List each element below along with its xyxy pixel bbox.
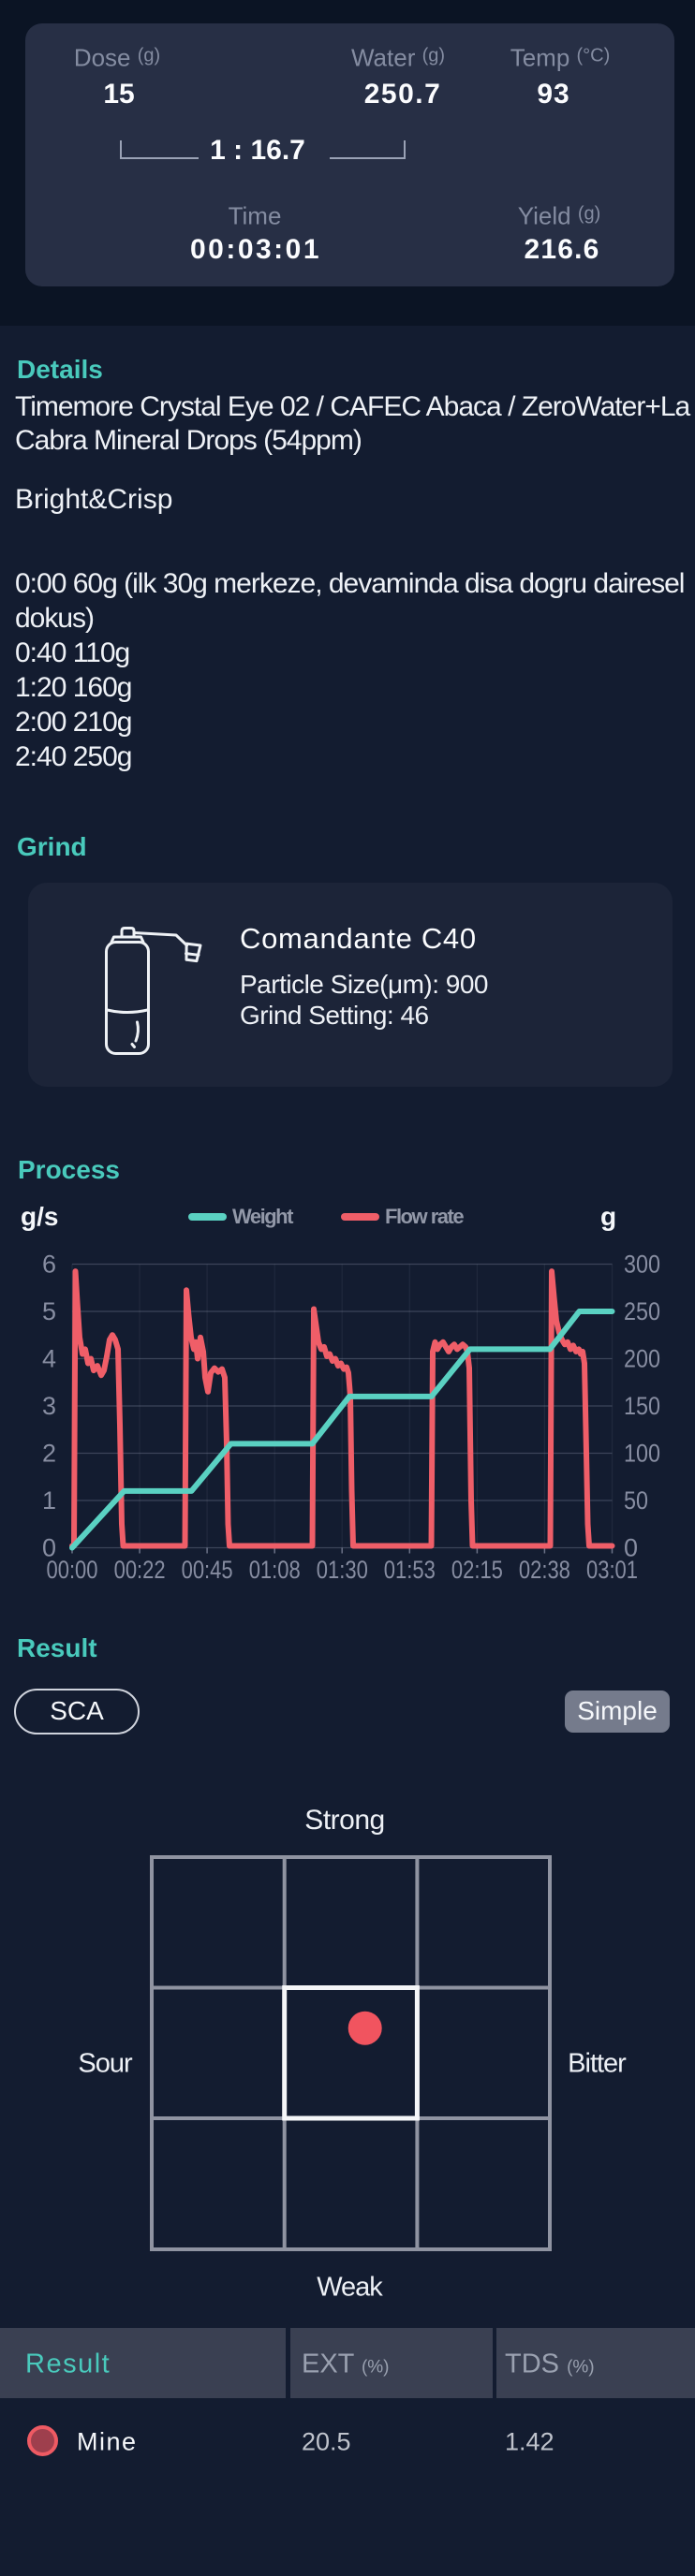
svg-text:01:30: 01:30 xyxy=(317,1556,368,1584)
svg-text:6: 6 xyxy=(42,1251,56,1279)
svg-text:200: 200 xyxy=(624,1345,660,1373)
svg-text:01:08: 01:08 xyxy=(249,1556,301,1584)
svg-text:3: 3 xyxy=(42,1392,56,1420)
svg-text:01:53: 01:53 xyxy=(384,1556,436,1584)
svg-text:300: 300 xyxy=(624,1251,660,1279)
svg-text:00:22: 00:22 xyxy=(114,1556,166,1584)
svg-text:03:01: 03:01 xyxy=(586,1556,638,1584)
svg-text:4: 4 xyxy=(42,1345,56,1373)
svg-text:02:15: 02:15 xyxy=(451,1556,503,1584)
svg-text:02:38: 02:38 xyxy=(519,1556,570,1584)
svg-text:0: 0 xyxy=(42,1534,56,1562)
svg-text:150: 150 xyxy=(624,1392,660,1420)
svg-text:00:00: 00:00 xyxy=(47,1556,98,1584)
svg-text:5: 5 xyxy=(42,1297,56,1325)
svg-text:50: 50 xyxy=(624,1486,648,1515)
svg-text:100: 100 xyxy=(624,1440,660,1468)
svg-text:250: 250 xyxy=(624,1297,660,1325)
svg-text:0: 0 xyxy=(624,1534,638,1562)
svg-text:00:45: 00:45 xyxy=(182,1556,233,1584)
svg-text:2: 2 xyxy=(42,1440,56,1468)
svg-text:1: 1 xyxy=(42,1486,56,1515)
